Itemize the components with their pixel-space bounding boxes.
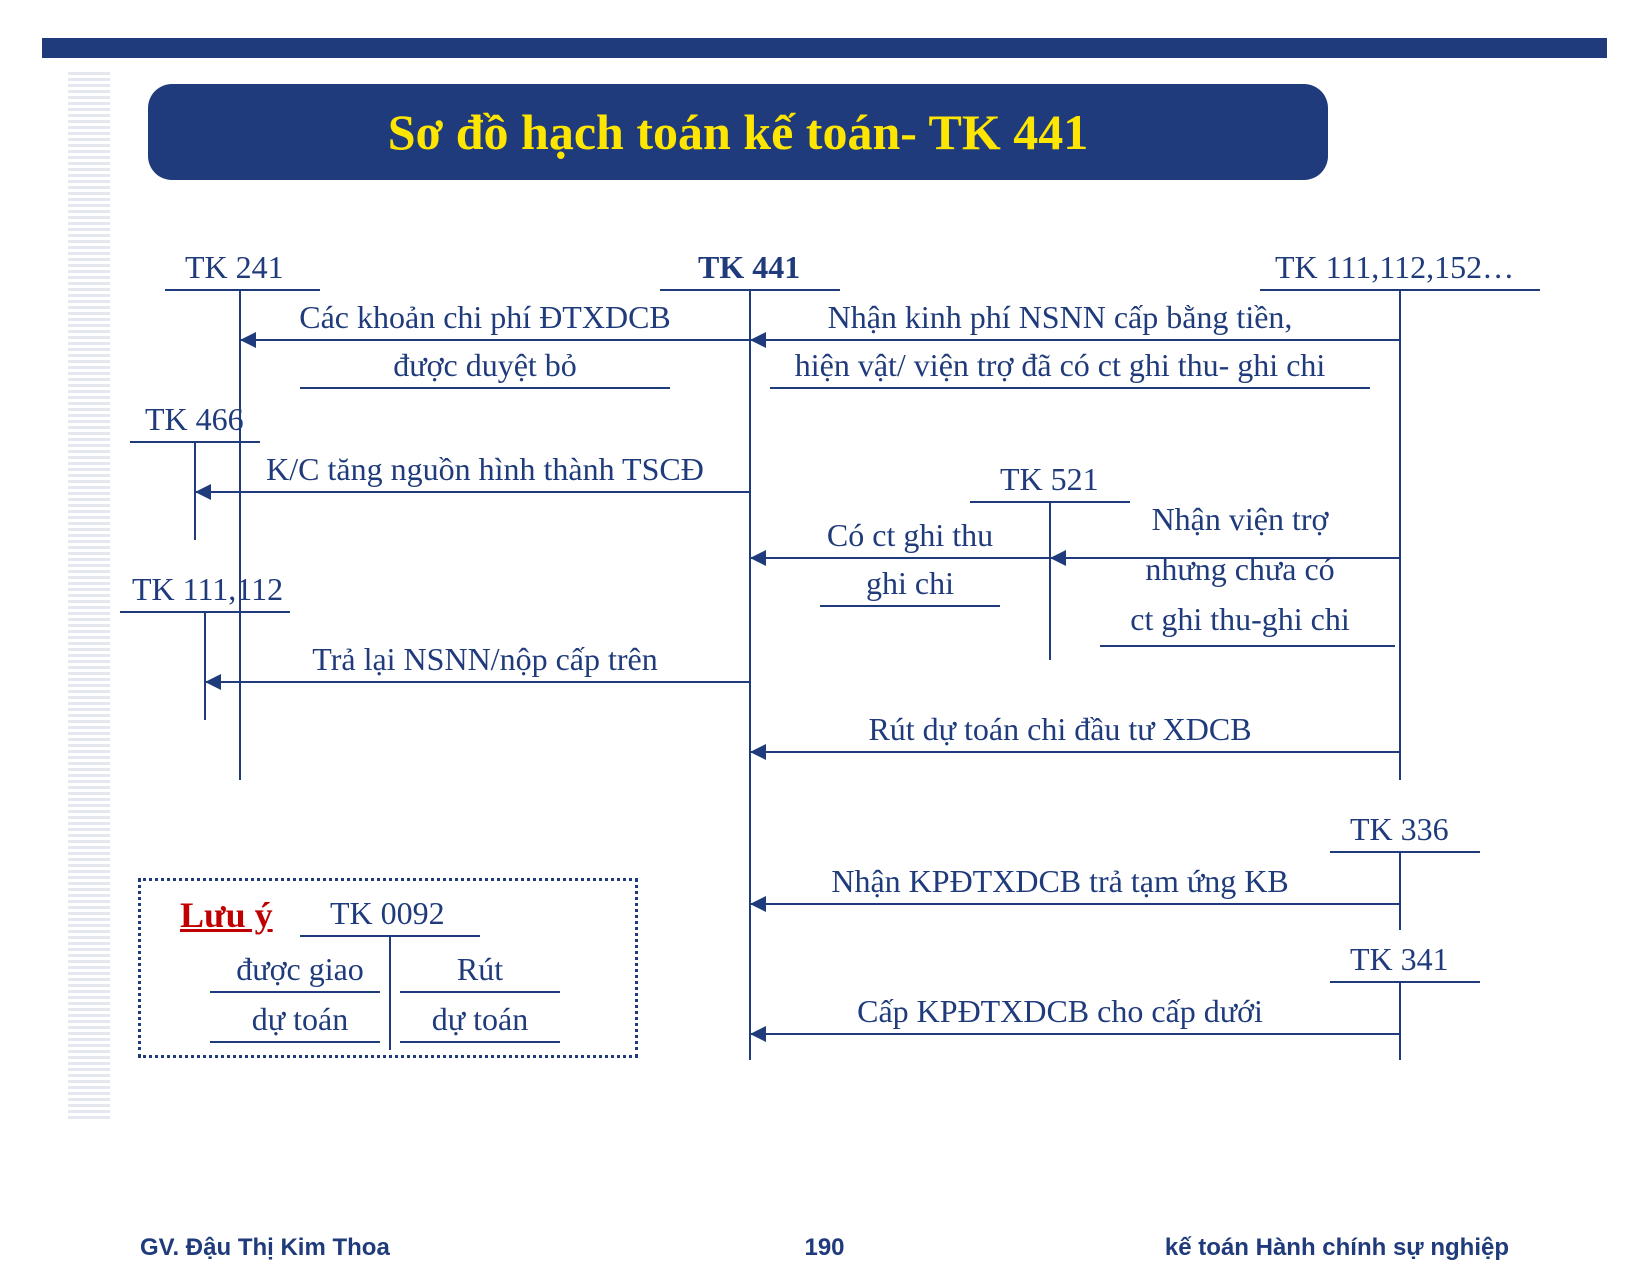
label-tk521: TK 521 xyxy=(1000,460,1099,498)
footer-left: GV. Đậu Thị Kim Thoa xyxy=(140,1234,390,1262)
diagram-lines xyxy=(0,0,1649,1274)
entry-6: Trả lại NSNN/nộp cấp trên xyxy=(312,640,657,678)
label-tk336: TK 336 xyxy=(1350,810,1449,848)
entry-5b: nhưng chưa có xyxy=(1145,550,1334,588)
note-left-b: dự toán xyxy=(252,1000,348,1038)
footer-center: 190 xyxy=(804,1234,844,1262)
top-accent-bar xyxy=(42,38,1607,58)
label-tk441: TK 441 xyxy=(698,248,800,286)
entry-2b: hiện vật/ viện trợ đã có ct ghi thu- ghi… xyxy=(795,346,1326,384)
note-title: Lưu ý xyxy=(180,894,273,936)
entry-4a: Có ct ghi thu xyxy=(827,516,993,554)
footer-right: kế toán Hành chính sự nghiệp xyxy=(1165,1234,1509,1262)
label-tk111-112: TK 111,112 xyxy=(132,570,283,608)
note-right-b: dự toán xyxy=(432,1000,528,1038)
entry-1a: Các khoản chi phí ĐTXDCB xyxy=(299,298,671,336)
label-tk0092: TK 0092 xyxy=(330,894,445,932)
label-tk341: TK 341 xyxy=(1350,940,1449,978)
note-right-a: Rút xyxy=(457,950,503,988)
label-tk466: TK 466 xyxy=(145,400,244,438)
entry-8: Nhận KPĐTXDCB trả tạm ứng KB xyxy=(831,862,1288,900)
entry-9: Cấp KPĐTXDCB cho cấp dưới xyxy=(857,992,1263,1030)
entry-5a: Nhận viện trợ xyxy=(1152,500,1329,538)
entry-7: Rút dự toán chi đầu tư XDCB xyxy=(868,710,1251,748)
page-title: Sơ đồ hạch toán kế toán- TK 441 xyxy=(388,103,1089,161)
left-accent-rail xyxy=(68,72,110,1122)
title-banner: Sơ đồ hạch toán kế toán- TK 441 xyxy=(148,84,1328,180)
label-tk241: TK 241 xyxy=(185,248,284,286)
entry-1b: được duyệt bỏ xyxy=(393,346,577,384)
entry-3: K/C tăng nguồn hình thành TSCĐ xyxy=(266,450,704,488)
entry-4b: ghi chi xyxy=(866,564,954,602)
entry-2a: Nhận kinh phí NSNN cấp bằng tiền, xyxy=(828,298,1293,336)
entry-5c: ct ghi thu-ghi chi xyxy=(1130,600,1350,638)
note-left-a: được giao xyxy=(236,950,364,988)
label-tk111-112-152: TK 111,112,152… xyxy=(1275,248,1514,286)
